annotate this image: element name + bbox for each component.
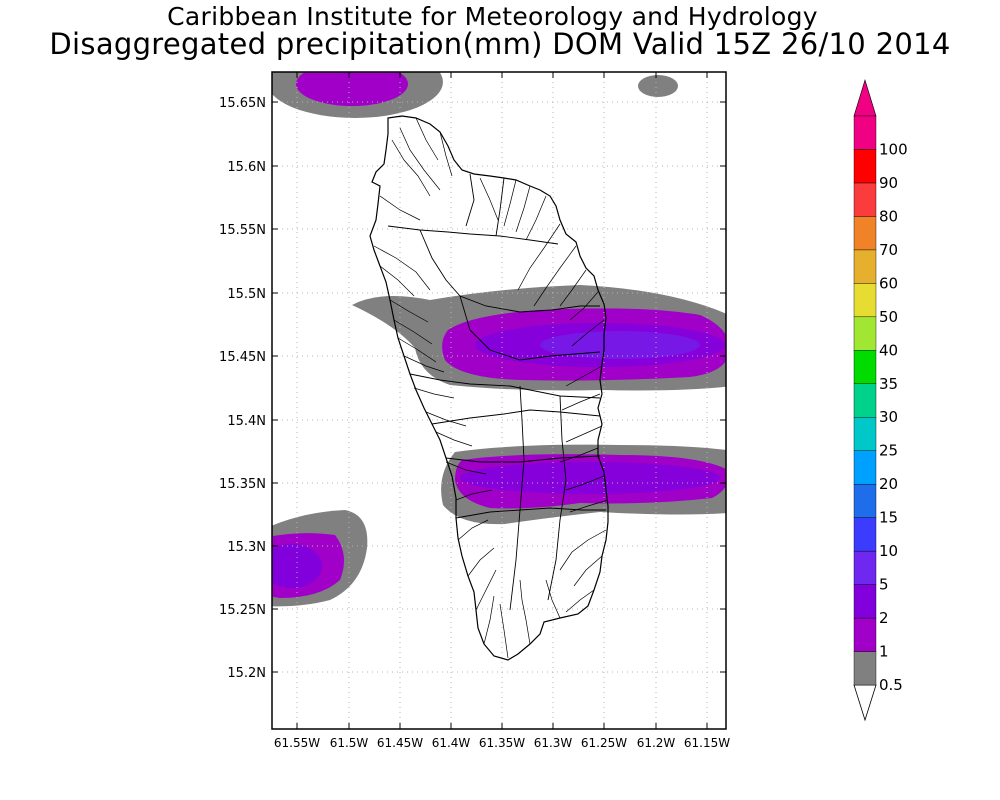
map-grid xyxy=(272,72,726,729)
legend-label: 40 xyxy=(879,341,898,359)
legend-color-box xyxy=(853,115,877,150)
legend-color-box xyxy=(853,550,877,585)
legend-color-box xyxy=(853,283,877,318)
legend-label: 5 xyxy=(879,576,889,594)
legend-color-box xyxy=(853,417,877,451)
lat-label: 15.65N xyxy=(219,96,266,111)
lon-label: 61.25W xyxy=(581,736,627,750)
legend-label: 90 xyxy=(879,174,898,192)
chart-title-institute: Caribbean Institute for Meteorology and … xyxy=(167,2,818,31)
precip-core xyxy=(540,331,700,359)
lon-ticks xyxy=(296,72,708,729)
legend-color-box xyxy=(853,617,877,652)
lon-label: 61.45W xyxy=(377,736,423,750)
lat-label: 15.35N xyxy=(219,477,266,492)
legend-label: 2 xyxy=(879,609,889,627)
lon-label: 61.5W xyxy=(330,736,369,750)
legend-color-box xyxy=(853,216,877,251)
legend-color-box xyxy=(853,316,877,351)
lat-label: 15.2N xyxy=(227,666,266,681)
river-network xyxy=(373,117,609,659)
precip-cell-purple xyxy=(296,72,408,106)
lon-label: 61.35W xyxy=(479,736,525,750)
lat-label: 15.55N xyxy=(219,223,266,238)
precip-core xyxy=(460,462,720,494)
legend-label: 1 xyxy=(879,643,889,661)
legend-color-box xyxy=(853,350,877,384)
plot-frame xyxy=(271,71,727,730)
legend-color-box xyxy=(853,450,877,485)
legend-label: 60 xyxy=(879,274,898,292)
legend-label: 70 xyxy=(879,241,898,259)
lat-ticks xyxy=(272,101,726,673)
lon-label: 61.2W xyxy=(637,736,676,750)
legend-bottom-arrow xyxy=(853,684,877,722)
legend-color-box xyxy=(853,651,877,686)
lat-label: 15.6N xyxy=(227,160,266,175)
precip-core xyxy=(272,544,322,588)
legend-label: 15 xyxy=(879,509,898,527)
legend-label: 35 xyxy=(879,375,898,393)
lat-label: 15.4N xyxy=(227,414,266,429)
precipitation-field xyxy=(272,72,726,607)
legend-color-box xyxy=(853,483,877,518)
legend-color-box xyxy=(853,149,877,184)
lon-label: 61.4W xyxy=(432,736,471,750)
legend-label: 80 xyxy=(879,207,898,225)
island-dominica xyxy=(369,115,609,661)
legend-label: 0.5 xyxy=(879,676,903,694)
lat-label: 15.5N xyxy=(227,287,266,302)
legend-label: 50 xyxy=(879,308,898,326)
legend-color-box xyxy=(853,182,877,217)
lat-label: 15.45N xyxy=(219,350,266,365)
legend-color-box xyxy=(853,517,877,552)
lon-label: 61.3W xyxy=(534,736,573,750)
legend-color-box xyxy=(853,584,877,619)
lon-label: 61.55W xyxy=(274,736,320,750)
precip-cell-gray xyxy=(638,75,678,97)
legend-top-arrow xyxy=(853,78,877,117)
legend-color-box xyxy=(853,383,877,418)
legend-color-box xyxy=(853,249,877,284)
lat-label: 15.3N xyxy=(227,540,266,555)
parish-boundary xyxy=(387,173,606,611)
lon-label: 61.15W xyxy=(684,736,730,750)
legend-label: 30 xyxy=(879,408,898,426)
island-outline xyxy=(369,115,609,661)
chart-title-product: Disaggregated precipitation(mm) DOM Vali… xyxy=(49,27,951,61)
legend-label: 10 xyxy=(879,542,898,560)
legend-label: 20 xyxy=(879,475,898,493)
legend-label: 25 xyxy=(879,442,898,460)
legend-label: 100 xyxy=(879,140,908,158)
lat-label: 15.25N xyxy=(219,603,266,618)
